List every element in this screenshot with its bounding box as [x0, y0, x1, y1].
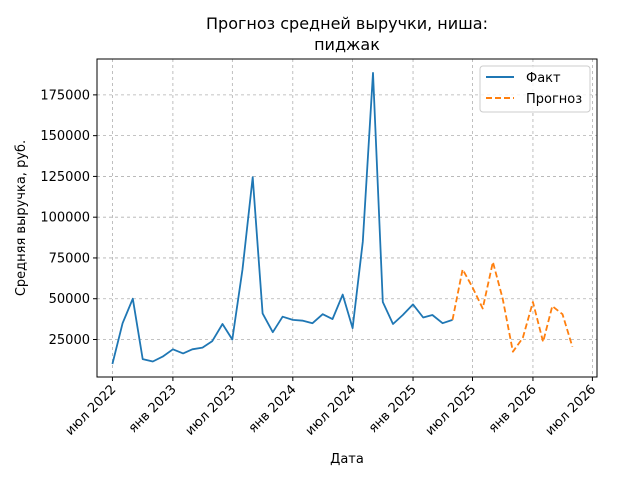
y-tick-label: 175000	[40, 88, 90, 103]
y-tick-label: 150000	[40, 129, 90, 144]
y-tick-label: 75000	[49, 251, 90, 266]
x-axis-label: Дата	[330, 452, 364, 467]
y-axis-ticks: 25000 50000 75000 100000 125000 150000 175000	[40, 88, 97, 348]
legend-label-fact: Факт	[526, 71, 561, 86]
y-tick-label: 125000	[40, 170, 90, 185]
y-tick-label: 100000	[40, 211, 90, 226]
y-tick-label: 50000	[49, 292, 90, 307]
y-axis-label: Средняя выручка, руб.	[14, 140, 29, 296]
chart-title-line-2: пиджак	[314, 35, 380, 54]
series-lines	[111, 72, 574, 365]
legend-label-forecast: Прогноз	[526, 92, 582, 107]
chart-title-line-1: Прогноз средней выручки, ниша:	[206, 14, 488, 33]
legend: Факт Прогноз	[479, 65, 591, 113]
plot-area-frame	[96, 58, 598, 378]
series-line-forecast	[451, 261, 574, 353]
y-tick-label: 25000	[49, 333, 90, 348]
series-line-fact	[111, 72, 453, 365]
